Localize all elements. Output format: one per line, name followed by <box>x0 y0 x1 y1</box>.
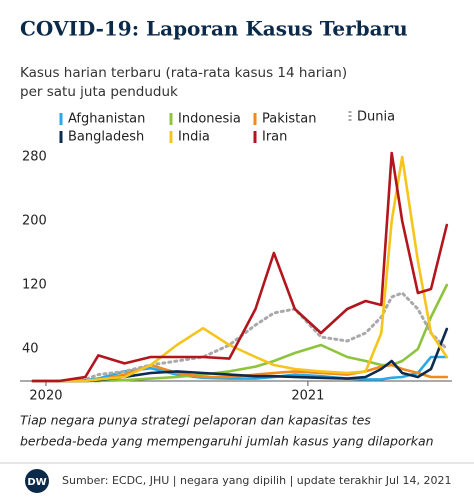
legend-label: Bangladesh <box>68 130 144 145</box>
logo: DW <box>27 477 46 488</box>
x-tick-label: 2020 <box>29 389 62 404</box>
legend-label: Indonesia <box>178 112 241 127</box>
series-line <box>31 155 449 383</box>
note: Tiap negara punya strategi pelaporan dan… <box>20 413 371 428</box>
y-tick-label: 200 <box>22 214 47 229</box>
logo-badge <box>25 469 49 493</box>
y-tick-label: 120 <box>22 278 47 293</box>
legend-label: Afghanistan <box>68 112 145 127</box>
legend-label: Dunia <box>357 110 395 125</box>
source: Sumber: ECDC, JHU | negara yang dipilih … <box>62 474 452 487</box>
series-line <box>31 151 449 383</box>
x-tick-label: 2021 <box>291 389 324 404</box>
series-line <box>31 283 449 383</box>
note: berbeda-beda yang mempengaruhi jumlah ka… <box>20 434 434 449</box>
y-tick-label: 40 <box>22 342 39 357</box>
legend-label: Pakistan <box>262 112 316 127</box>
subtitle: Kasus harian terbaru (rata-rata kasus 14… <box>20 65 347 81</box>
chart-title: COVID-19: Laporan Kasus Terbaru <box>20 17 408 41</box>
y-tick-label: 280 <box>22 150 47 165</box>
subtitle: per satu juta penduduk <box>20 84 178 100</box>
legend-label: Iran <box>262 130 287 145</box>
series-line <box>31 291 449 383</box>
legend-label: India <box>178 130 210 145</box>
